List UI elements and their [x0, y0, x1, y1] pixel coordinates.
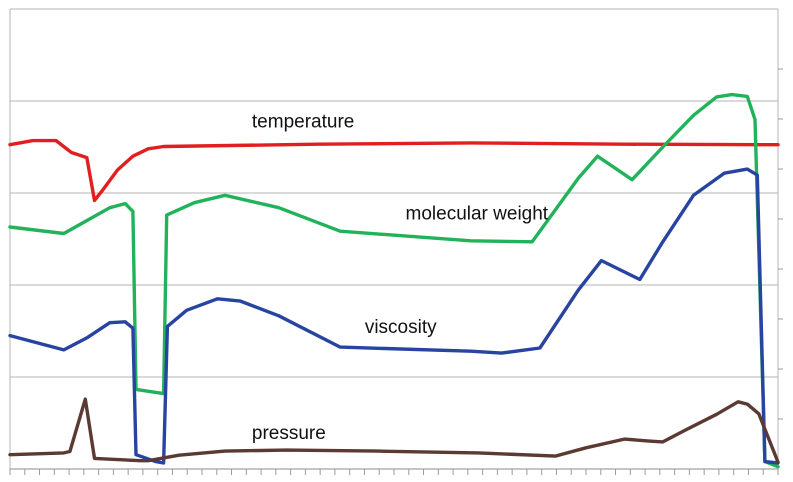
series-temperature [8, 138, 780, 203]
series-viscosity [8, 167, 780, 465]
annotation-temperature: temperature [252, 112, 354, 133]
series-molecular-weight [8, 92, 780, 469]
series-pressure [8, 397, 780, 464]
series-group [8, 92, 780, 469]
annotations: temperature molecular weight viscosity p… [252, 112, 549, 444]
axes [9, 9, 783, 475]
annotation-molecular-weight: molecular weight [406, 204, 549, 225]
annotation-pressure: pressure [252, 423, 326, 444]
annotation-viscosity: viscosity [365, 317, 437, 338]
